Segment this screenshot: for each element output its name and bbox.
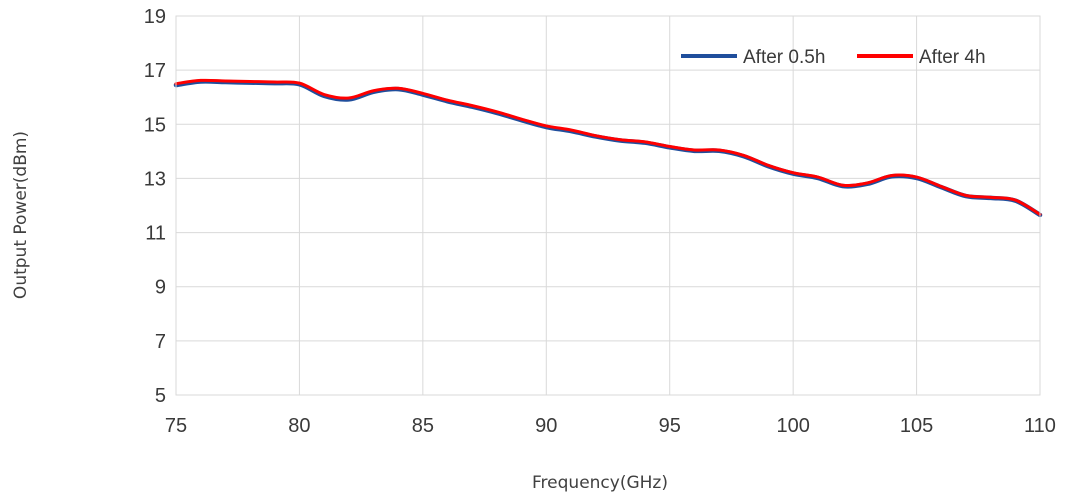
y-tick-label: 17	[144, 60, 166, 82]
y-tick-label: 9	[155, 277, 166, 299]
x-tick-label: 105	[900, 415, 933, 437]
x-tick-label: 110	[1024, 415, 1056, 437]
x-tick-label: 90	[535, 415, 557, 437]
legend-label: After 0.5h	[743, 47, 825, 68]
y-tick-label: 13	[144, 168, 166, 190]
x-tick-label: 95	[659, 415, 681, 437]
y-tick-label: 7	[155, 331, 166, 353]
series-line-after-0-5h	[173, 79, 1043, 218]
series-layer	[173, 78, 1043, 218]
y-axis-title: Output Power(dBm)	[11, 131, 31, 299]
x-tick-label: 80	[288, 415, 310, 437]
y-tick-label: 15	[144, 114, 166, 136]
y-tick-label: 5	[155, 385, 166, 407]
x-tick-label: 85	[412, 415, 434, 437]
plot-frame	[175, 15, 1041, 396]
tick-label-layer: 5 7 9 11 13 15 17 19 75 80 85 90 95 100 105 110	[144, 6, 1056, 437]
x-axis-title: Frequency(GHz)	[532, 473, 668, 493]
y-tick-label: 11	[145, 223, 166, 245]
x-tick-label: 100	[776, 415, 809, 437]
legend-label: After 4h	[919, 47, 986, 68]
x-tick-label: 75	[165, 415, 187, 437]
legend: After 0.5h After 4h	[681, 47, 986, 68]
grid-layer	[175, 15, 1041, 396]
y-tick-label: 19	[144, 6, 166, 28]
series-line-after-4h	[174, 78, 1042, 216]
